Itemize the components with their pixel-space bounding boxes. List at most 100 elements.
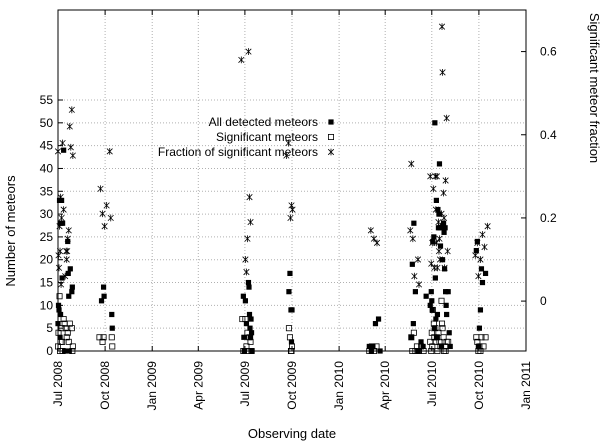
all-meteors-point	[288, 339, 295, 345]
fraction-point	[62, 272, 69, 280]
significant-meteors-point	[482, 334, 489, 341]
all-meteors-point	[62, 348, 68, 354]
legend-marker	[327, 133, 334, 140]
all-meteors-point	[432, 120, 438, 126]
all-meteors-point	[431, 234, 437, 240]
fraction-point	[58, 214, 65, 222]
all-meteors-point	[55, 321, 61, 327]
significant-meteors-point	[66, 320, 73, 327]
significant-meteors-point	[244, 329, 251, 336]
significant-meteors-point	[59, 338, 66, 345]
all-meteors-point	[66, 293, 72, 299]
x-tick-label: Jul 2008	[51, 361, 65, 407]
y2-axis-label: Significant meteor fraction	[587, 13, 600, 163]
all-meteors-point	[57, 311, 64, 318]
significant-meteors-point	[58, 325, 65, 332]
all-meteors-point	[420, 343, 426, 350]
fraction-point	[245, 48, 252, 55]
fraction-point	[443, 114, 450, 122]
y-tick-label: 5	[46, 321, 53, 335]
all-meteors-point	[249, 348, 255, 354]
fraction-point	[63, 247, 70, 255]
all-meteors-point	[436, 161, 443, 167]
all-meteors-point	[437, 225, 443, 231]
fraction-point	[407, 227, 414, 234]
all-meteors-point	[423, 293, 429, 299]
fraction-point	[431, 264, 438, 272]
all-meteors-point	[446, 330, 452, 336]
significant-meteors-point	[420, 347, 427, 354]
significant-meteors-point	[432, 338, 439, 345]
all-meteors-point	[69, 284, 75, 290]
all-meteors-point	[58, 197, 65, 203]
x-tick-label: Oct 2008	[98, 361, 112, 410]
all-meteors-point	[377, 348, 383, 354]
fraction-point	[411, 272, 418, 280]
y-tick-label: 50	[40, 116, 54, 130]
all-meteors-point	[289, 307, 295, 313]
significant-meteors-point	[428, 347, 435, 354]
significant-meteors-point	[59, 347, 66, 354]
fraction-point	[472, 251, 479, 259]
fraction-point	[106, 147, 113, 155]
significant-meteors-point	[429, 343, 436, 350]
all-meteors-point	[436, 211, 442, 217]
significant-meteors-point	[108, 334, 115, 341]
fraction-point	[440, 189, 447, 197]
fraction-point	[438, 23, 446, 31]
all-meteors-point	[240, 293, 246, 299]
all-meteors-point	[286, 289, 292, 295]
y-tick-label: 55	[40, 93, 54, 107]
fraction-point	[436, 256, 444, 263]
significant-meteors-point	[68, 325, 75, 332]
significant-meteors-point	[410, 329, 417, 336]
fraction-point	[63, 256, 70, 263]
fraction-point	[474, 239, 481, 247]
fraction-point	[414, 256, 422, 263]
all-meteors-point	[475, 343, 481, 350]
fraction-point	[60, 206, 67, 214]
significant-meteors-point	[445, 338, 452, 345]
x-tick-label: Jan 2011	[519, 361, 533, 410]
legend-marker	[327, 148, 335, 156]
all-meteors-point	[473, 248, 479, 254]
all-meteors-point	[242, 298, 249, 304]
fraction-point	[101, 222, 108, 230]
significant-meteors-point	[412, 347, 419, 354]
significant-meteors-point	[239, 316, 246, 323]
y-tick-label: 15	[40, 276, 54, 290]
all-meteors-point	[246, 311, 253, 318]
fraction-point	[440, 214, 448, 222]
fraction-point	[481, 243, 488, 251]
fraction-point	[367, 227, 374, 234]
fraction-point	[477, 256, 484, 263]
all-meteors-point	[479, 279, 486, 286]
fraction-point	[432, 206, 439, 214]
significant-meteors-point	[109, 343, 116, 350]
fraction-point	[370, 235, 378, 243]
all-meteors-point	[101, 293, 107, 299]
fraction-point	[69, 152, 76, 159]
significant-meteors-point	[62, 325, 69, 332]
fraction-point	[65, 227, 72, 234]
fraction-point	[408, 160, 415, 168]
all-meteors-point	[427, 302, 433, 308]
y-tick-label: 10	[40, 298, 54, 312]
fraction-point	[244, 235, 251, 243]
x-tick-label: Apr 2009	[191, 361, 205, 410]
significant-meteors-point	[439, 320, 446, 327]
all-meteors-point	[56, 307, 62, 313]
significant-meteors-point	[63, 334, 70, 341]
fraction-point	[55, 264, 63, 272]
fraction-point	[428, 260, 435, 268]
fraction-point	[238, 56, 245, 64]
axes: Jul 2008 Oct 2008 Jan 2009 Apr 2009 Jul 2009…	[40, 10, 557, 410]
all-meteors-point	[60, 220, 66, 226]
significant-meteors-point	[56, 293, 63, 300]
significant-meteors-point	[440, 334, 447, 341]
legend-label: All detected meteors	[209, 115, 318, 129]
x-tick-label: Jan 2009	[145, 361, 159, 411]
all-meteors-point	[412, 289, 419, 295]
significant-meteors-point	[436, 338, 443, 345]
